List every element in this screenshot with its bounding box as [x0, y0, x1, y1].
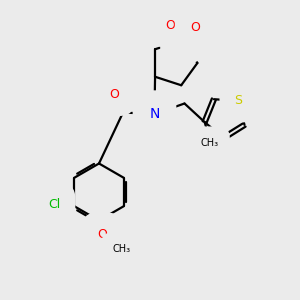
Text: Cl: Cl: [48, 198, 60, 211]
Text: S: S: [235, 94, 242, 107]
Text: CH₃: CH₃: [113, 244, 131, 254]
Text: O: O: [165, 19, 175, 32]
Text: O: O: [97, 227, 107, 241]
Text: N: N: [149, 107, 160, 121]
Text: O: O: [190, 21, 200, 34]
Text: O: O: [110, 88, 119, 101]
Text: CH₃: CH₃: [200, 138, 218, 148]
Text: S: S: [177, 34, 186, 48]
